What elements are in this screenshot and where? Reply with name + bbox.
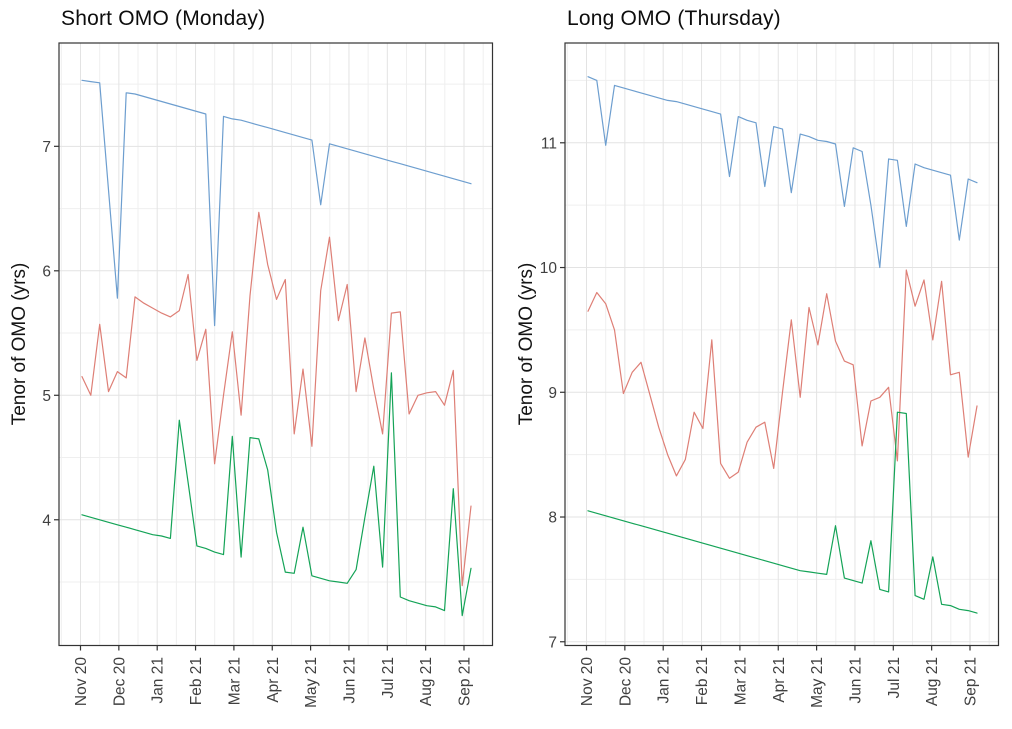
plot-area xyxy=(565,43,999,646)
series-line-green xyxy=(587,411,978,614)
x-tick-label: May 21 xyxy=(809,657,826,708)
y-tick-label: 5 xyxy=(42,388,51,405)
x-tick-label: Apr 21 xyxy=(265,657,282,703)
series-line-blue xyxy=(81,79,472,327)
x-tick-label: Jun 21 xyxy=(341,657,358,704)
panel-border xyxy=(58,42,494,647)
x-tick-label: Jan 21 xyxy=(150,657,167,704)
x-tick-label: Jul 21 xyxy=(886,657,903,698)
y-tick-label: 11 xyxy=(541,135,557,152)
plot-panel-long-omo: Nov 20 Dec 20 Jan 21 Feb 21 Mar 21 Apr 21 May … xyxy=(540,42,1000,708)
chart-short-omo: Short OMO (Monday) Tenor of OMO (yrs) No… xyxy=(9,7,494,708)
plot-panel-short-omo: Nov 20 Dec 20 Jan 21 Feb 21 Mar 21 Apr 21 May … xyxy=(42,42,494,708)
chart-title-short-omo: Short OMO (Monday) xyxy=(61,7,266,30)
x-tick-label: Sep 21 xyxy=(963,657,980,706)
x-tick-label: Jun 21 xyxy=(847,657,864,704)
series-line-red xyxy=(81,211,472,587)
x-tick-label: Jan 21 xyxy=(656,657,673,704)
y-tick-label: 9 xyxy=(548,385,557,402)
y-tick-label: 7 xyxy=(548,634,557,651)
y-tick-label: 10 xyxy=(540,260,558,277)
x-tick-label: Feb 21 xyxy=(694,657,711,705)
x-tick-label: Mar 21 xyxy=(732,657,749,705)
x-tick-label: Sep 21 xyxy=(457,657,474,706)
y-tick-label: 7 xyxy=(42,139,51,156)
series-line-red xyxy=(587,269,978,479)
y-tick-label: 4 xyxy=(42,512,51,529)
chart-title-long-omo: Long OMO (Thursday) xyxy=(567,7,781,30)
x-tick-label: Aug 21 xyxy=(924,657,941,706)
y-tick-label: 6 xyxy=(42,263,51,280)
series-line-green xyxy=(81,372,472,617)
x-tick-label: May 21 xyxy=(303,657,320,708)
x-tick-label: Apr 21 xyxy=(771,657,788,703)
x-tick-label: Dec 20 xyxy=(111,657,128,706)
x-tick-label: Mar 21 xyxy=(226,657,243,705)
y-tick-label: 8 xyxy=(548,510,557,527)
x-tick-label: Dec 20 xyxy=(617,657,634,706)
series-line-blue xyxy=(587,76,978,269)
x-tick-label: Nov 20 xyxy=(73,657,90,706)
x-tick-label: Feb 21 xyxy=(188,657,205,705)
x-tick-label: Jul 21 xyxy=(380,657,397,698)
panel-border xyxy=(564,42,1000,647)
x-tick-label: Aug 21 xyxy=(418,657,435,706)
plot-area xyxy=(59,43,493,646)
x-tick-label: Nov 20 xyxy=(579,657,596,706)
chart-long-omo: Long OMO (Thursday) Tenor of OMO (yrs) N… xyxy=(506,0,1012,729)
